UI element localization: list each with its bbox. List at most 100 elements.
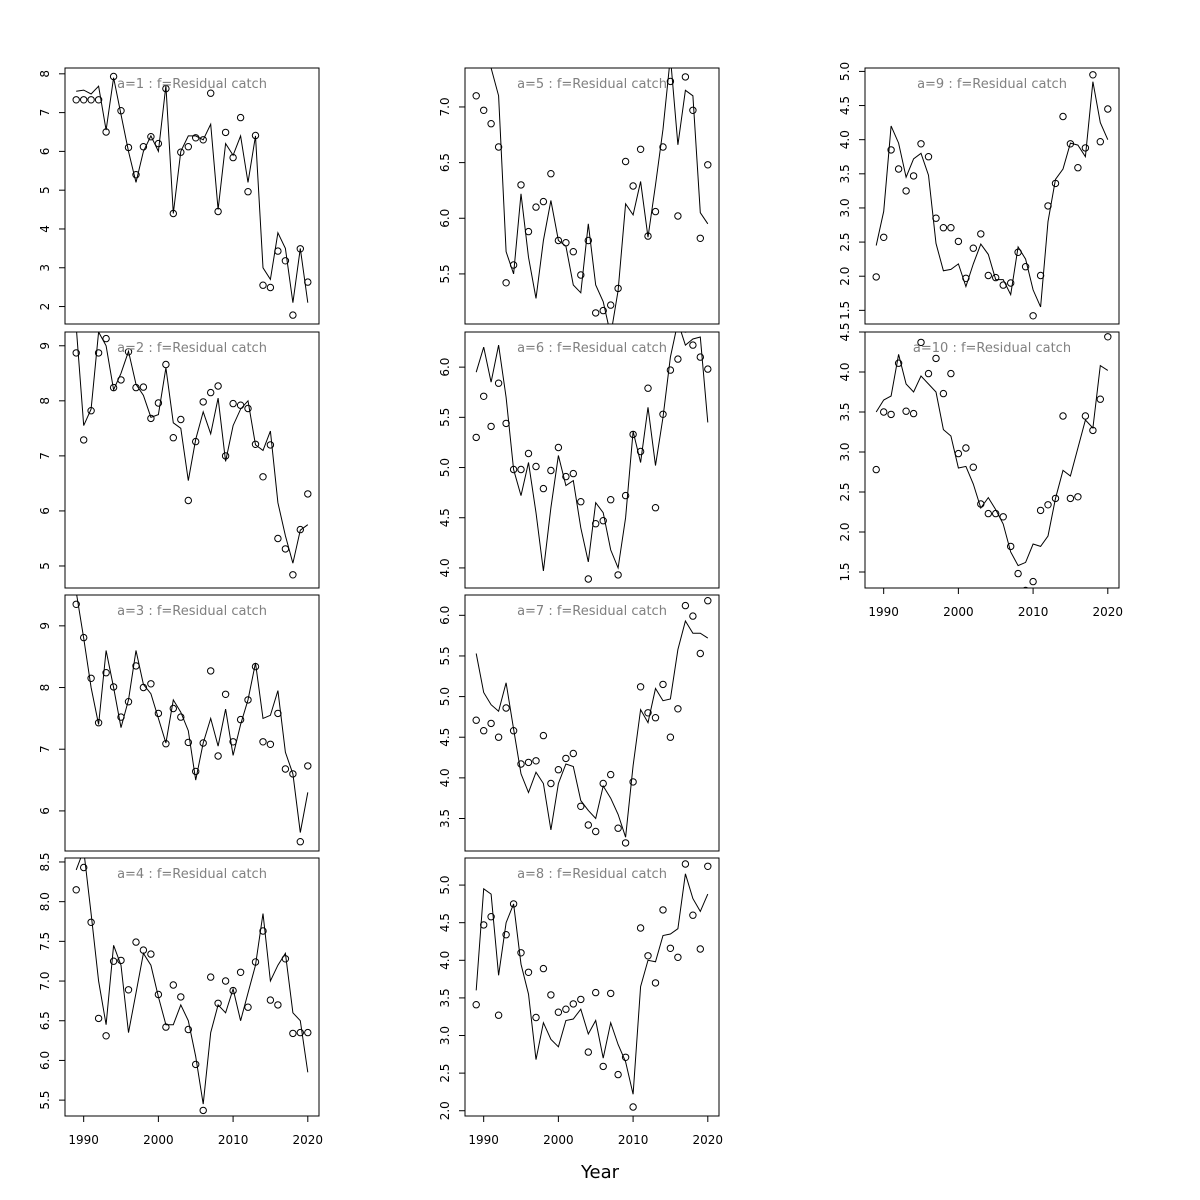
observed-point bbox=[659, 410, 667, 418]
observed-point bbox=[117, 107, 125, 115]
observed-point bbox=[281, 765, 290, 773]
panel-title: a=2 : f=Residual catch bbox=[117, 341, 267, 356]
fitted-line bbox=[76, 332, 309, 564]
observed-point bbox=[659, 906, 667, 914]
observed-point bbox=[117, 713, 125, 721]
observed-point bbox=[1089, 426, 1097, 435]
x-tick-label: 2010 bbox=[618, 1133, 649, 1147]
observed-point bbox=[629, 182, 637, 190]
observed-point bbox=[524, 227, 533, 236]
observed-point bbox=[689, 612, 697, 620]
observed-point bbox=[509, 900, 518, 908]
observed-point bbox=[139, 383, 148, 391]
observed-point bbox=[547, 466, 555, 475]
x-tick-label: 1990 bbox=[68, 1133, 99, 1147]
observed-point bbox=[1074, 164, 1082, 172]
observed-point bbox=[592, 988, 600, 997]
observed-point bbox=[509, 727, 518, 735]
observed-point bbox=[274, 247, 282, 255]
observed-point bbox=[480, 392, 488, 400]
observed-point bbox=[102, 128, 110, 136]
y-tick-label: 6.0 bbox=[438, 606, 452, 625]
observed-point bbox=[1036, 506, 1045, 515]
observed-point bbox=[259, 281, 267, 289]
observed-point bbox=[636, 145, 645, 154]
observed-point bbox=[666, 733, 675, 741]
y-tick-label: 4.0 bbox=[438, 768, 452, 787]
observed-point bbox=[621, 157, 630, 166]
observed-point bbox=[562, 472, 570, 481]
observed-point bbox=[102, 669, 110, 677]
observed-point bbox=[577, 498, 585, 506]
panel-a3: a=3 : f=Residual catch 6 7 8 9 bbox=[38, 594, 320, 852]
panel-a8: a=8 : f=Residual catch 2.0 2.5 3.0 3.5 4.0 4.5… bbox=[438, 857, 723, 1147]
observed-point bbox=[177, 148, 185, 156]
observed-point bbox=[177, 713, 185, 721]
observed-point bbox=[207, 388, 215, 397]
observed-point bbox=[651, 207, 660, 216]
observed-point bbox=[154, 139, 163, 148]
observed-point bbox=[704, 862, 712, 870]
y-tick-label: 2.5 bbox=[838, 482, 852, 501]
plot-frame bbox=[464, 67, 720, 325]
observed-point bbox=[229, 738, 237, 746]
observed-point bbox=[480, 727, 488, 735]
y-tick-label: 4.0 bbox=[438, 951, 452, 970]
observed-point bbox=[532, 1013, 540, 1022]
observed-point bbox=[162, 740, 170, 748]
y-tick-label: 5.0 bbox=[438, 458, 452, 477]
observed-point bbox=[192, 437, 200, 446]
y-tick-label: 7 bbox=[38, 452, 52, 460]
observed-point bbox=[1074, 493, 1082, 501]
y-tick-label: 6.5 bbox=[38, 1011, 52, 1030]
observed-point bbox=[147, 950, 155, 958]
y-tick-label: 6 bbox=[38, 148, 52, 156]
panel-title: a=5 : f=Residual catch bbox=[517, 77, 667, 92]
observed-point bbox=[94, 96, 103, 104]
observed-point bbox=[932, 214, 940, 222]
observed-point bbox=[924, 369, 933, 378]
observed-point bbox=[584, 575, 592, 583]
observed-point bbox=[296, 1028, 304, 1037]
observed-point bbox=[1096, 395, 1105, 403]
panel-a4: a=4 : f=Residual catch 5.5 6.0 6.5 7.0 7.5 8.0… bbox=[38, 852, 323, 1147]
fitted-line bbox=[475, 873, 709, 1095]
observed-point bbox=[281, 545, 290, 553]
observed-point bbox=[992, 509, 1000, 518]
observed-point bbox=[562, 239, 570, 247]
observed-point bbox=[621, 491, 630, 500]
observed-point bbox=[666, 77, 675, 86]
observed-point bbox=[139, 946, 148, 954]
observed-point bbox=[502, 419, 510, 428]
panel-title: a=9 : f=Residual catch bbox=[917, 77, 1067, 92]
observed-point bbox=[94, 349, 103, 357]
y-tick-label: 7 bbox=[38, 109, 52, 117]
observed-point bbox=[80, 96, 88, 104]
observed-point bbox=[236, 968, 245, 976]
observed-point bbox=[621, 1053, 630, 1062]
observed-point bbox=[909, 172, 918, 180]
observed-point bbox=[304, 762, 312, 770]
observed-point bbox=[614, 1070, 622, 1079]
y-tick-label: 5 bbox=[38, 562, 52, 570]
observed-point bbox=[636, 447, 645, 456]
panel-title: a=4 : f=Residual catch bbox=[117, 867, 267, 882]
observed-point bbox=[614, 824, 622, 832]
y-tick-label: 3.5 bbox=[838, 402, 852, 421]
plot-frame bbox=[464, 857, 720, 1117]
y-tick-label: 6.0 bbox=[438, 358, 452, 377]
observed-point bbox=[132, 662, 140, 670]
y-tick-label: 2.0 bbox=[838, 267, 852, 286]
y-tick-label: 4.5 bbox=[438, 728, 452, 747]
observed-point bbox=[969, 463, 977, 471]
y-tick-label: 7.0 bbox=[38, 971, 52, 990]
y-tick-label: 6.5 bbox=[438, 153, 452, 172]
observed-point bbox=[289, 770, 297, 778]
observed-point bbox=[494, 1011, 503, 1019]
observed-point bbox=[607, 301, 615, 309]
y-tick-label: 1.5 bbox=[838, 301, 852, 320]
observed-point bbox=[162, 84, 170, 93]
observed-point bbox=[502, 931, 510, 939]
panel-title: a=8 : f=Residual catch bbox=[517, 867, 667, 882]
